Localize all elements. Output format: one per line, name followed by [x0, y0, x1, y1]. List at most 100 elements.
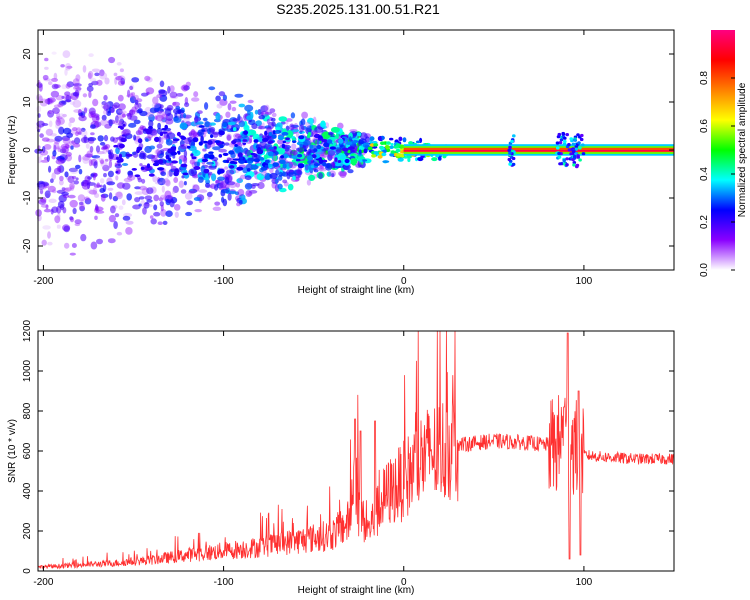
spectrogram-hot-blob	[271, 134, 277, 139]
spectrogram-blob	[318, 166, 325, 171]
spectrogram-blob	[78, 112, 84, 117]
spectrogram-blob	[224, 166, 229, 170]
spectrogram-blob	[182, 113, 187, 119]
spectrogram-blob	[306, 179, 311, 186]
spectrogram-cells	[34, 50, 674, 256]
spectrogram-hot-blob	[192, 137, 199, 143]
spectrogram-burst-blob	[576, 133, 580, 137]
spectrogram-burst-blob	[571, 142, 576, 146]
spectrogram-core-blob	[380, 141, 385, 145]
spectrogram-hot-blob	[253, 153, 258, 158]
spectrogram-blob	[91, 68, 100, 73]
spectrogram-blob	[131, 106, 137, 113]
spectrogram-hot-blob	[246, 168, 251, 172]
spectrogram-hot-blob	[176, 131, 181, 137]
spectrogram-blob	[234, 133, 242, 138]
spectrogram-blob	[115, 191, 123, 200]
spectrogram-blob	[202, 148, 207, 152]
spectrogram-blob	[216, 103, 223, 109]
spectrogram-burst-blob	[558, 141, 563, 145]
spectrogram-blob	[246, 115, 253, 121]
spectrogram-hot-blob	[118, 153, 123, 159]
spectrogram-blob	[179, 144, 189, 150]
spectrogram-blob	[211, 173, 217, 182]
spectrogram-blob	[214, 201, 221, 206]
spectrogram-blob	[142, 152, 147, 160]
spectrogram-blob	[113, 221, 118, 229]
spectrogram-blob	[348, 136, 352, 143]
spectrogram-blob	[225, 111, 231, 118]
spectrogram-blob	[129, 109, 133, 117]
spectrogram-hot-blob	[113, 144, 119, 148]
spectrogram-blob	[261, 171, 268, 177]
spectrogram-blob	[48, 120, 53, 128]
spectrogram-blob	[88, 107, 96, 115]
spectrogram-blob	[169, 85, 175, 93]
spectrogram-blob	[110, 136, 115, 142]
spectrogram-blob	[94, 72, 100, 77]
spectrogram-blob	[173, 116, 182, 123]
spectrogram-blob	[184, 192, 193, 200]
spectrogram-blob	[349, 158, 358, 165]
spectrogram-blob	[39, 189, 44, 195]
spectrogram-blob	[112, 195, 119, 202]
spectrogram-hot-blob	[125, 153, 133, 157]
spectrogram-blob	[38, 198, 47, 205]
spectrogram-blob	[123, 177, 133, 183]
spectrogram-blob	[165, 210, 173, 217]
spectrogram-hot-blob	[208, 151, 214, 154]
spectrogram-blob	[114, 162, 118, 167]
spectrogram-blob	[91, 114, 100, 123]
spectrogram-burst-blob	[567, 143, 571, 147]
spectrogram-burst-blob	[557, 155, 562, 159]
colorbar-ticks: 0.0 0.2 0.4 0.6 0.8	[699, 71, 735, 277]
spectrogram-core-blob	[408, 141, 414, 145]
spectrogram-blob	[118, 205, 124, 210]
spectrogram-blob	[149, 215, 154, 219]
spectrogram-blob	[285, 118, 293, 122]
snr-xtick-label: 100	[576, 577, 593, 588]
spectrogram-hot-blob	[134, 174, 141, 178]
spectrogram-blob	[256, 163, 263, 167]
spectrogram-blob	[107, 238, 116, 244]
spectrogram-blob	[159, 80, 165, 88]
spectrogram-hot-blob	[140, 166, 145, 170]
spectrogram-hot-blob	[346, 141, 353, 145]
spectrogram-blob	[78, 168, 83, 175]
spectrogram-hot-blob	[243, 130, 249, 135]
spectrogram-hot-blob	[239, 156, 244, 160]
spectrogram-blob	[228, 181, 237, 189]
spectrogram-blob	[45, 204, 49, 210]
spectrogram-blob	[35, 209, 42, 217]
spectrogram-blob	[214, 161, 220, 167]
spectrogram-hot-blob	[318, 137, 324, 141]
spectrogram-blob	[202, 117, 208, 122]
spectrogram-hot-blob	[326, 139, 333, 144]
spectrogram-blob	[208, 171, 213, 176]
spectrogram-blob	[292, 176, 296, 181]
spectrogram-blob	[39, 184, 44, 188]
spectrogram-blob	[65, 83, 71, 89]
snr-ylabel: SNR (10 * v/v)	[7, 419, 18, 483]
spectrogram-blob	[166, 132, 176, 140]
spectrogram-hot-blob	[157, 167, 165, 171]
spectrogram-blob	[157, 177, 166, 186]
spectrogram-blob	[231, 106, 237, 112]
spectrogram-blob	[218, 148, 228, 153]
spectrogram-burst-blob	[577, 141, 581, 145]
spectrogram-blob	[68, 141, 76, 146]
spectrogram-blob	[79, 205, 85, 212]
spectrogram-hot-blob	[318, 135, 323, 139]
spectrogram-blob	[153, 211, 161, 217]
spectrogram-blob	[50, 178, 54, 183]
spectrogram-blob	[227, 103, 232, 111]
spectrogram-hot-blob	[339, 154, 347, 160]
spectrogram-blob	[290, 112, 296, 119]
spectrogram-blob	[218, 91, 226, 97]
spectrogram-hot-blob	[122, 123, 126, 127]
spectrogram-burst-blob	[508, 151, 512, 155]
spectrogram-blob	[144, 75, 151, 81]
spectrogram-hot-blob	[198, 125, 205, 128]
spectrogram-blob	[226, 134, 231, 141]
spectrogram-hot-blob	[236, 166, 244, 171]
